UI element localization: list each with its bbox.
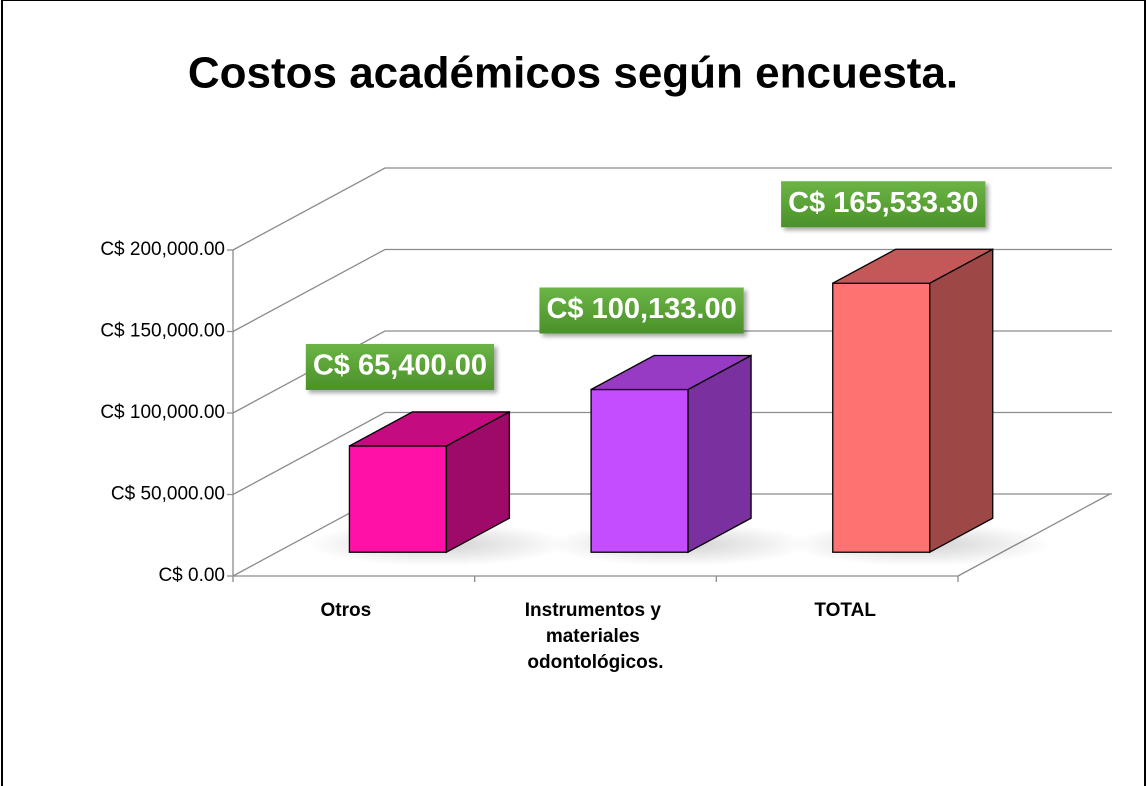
bar — [590, 388, 689, 553]
bar-top — [590, 354, 752, 391]
bar — [832, 282, 931, 553]
grid-line — [232, 248, 1112, 333]
value-label: C$ 100,133.00 — [539, 287, 744, 334]
bar-top — [349, 411, 510, 447]
x-tick-label: TOTAL — [814, 600, 876, 621]
x-tick-label-line: Instrumentos y — [525, 600, 666, 621]
value-label-box — [305, 343, 494, 390]
x-tick-label: Instrumentos y materiales odontológicos. — [525, 600, 666, 673]
x-tick-label-line: TOTAL — [814, 600, 876, 621]
y-tick-label: C$ 50,000.00 — [111, 484, 225, 505]
y-tick-label: C$ 200,000.00 — [100, 239, 225, 260]
value-label-box — [539, 287, 744, 334]
bar — [348, 445, 448, 553]
bar-side — [929, 248, 994, 554]
grid-line — [232, 167, 1112, 251]
value-label-text: C$ 65,400.00 — [313, 350, 487, 382]
y-tick-label: C$ 100,000.00 — [100, 402, 225, 423]
chart-title: Costos académicos según encuesta. — [188, 49, 958, 98]
bar-top — [832, 248, 994, 284]
y-tick-label: C$ 0.00 — [158, 565, 225, 586]
value-label-box — [781, 181, 986, 228]
x-tick-label-line: Otros — [320, 600, 371, 621]
x-tick-label: Otros — [320, 600, 371, 621]
x-tick-label-line: odontológicos. — [527, 652, 663, 673]
y-tick-label: C$ 150,000.00 — [100, 321, 225, 342]
value-label: C$ 65,400.00 — [305, 343, 494, 390]
value-label-text: C$ 100,133.00 — [546, 293, 736, 325]
value-label: C$ 165,533.30 — [781, 181, 986, 228]
x-tick-label-line: materiales — [546, 626, 645, 647]
value-label-text: C$ 165,533.30 — [788, 187, 978, 219]
